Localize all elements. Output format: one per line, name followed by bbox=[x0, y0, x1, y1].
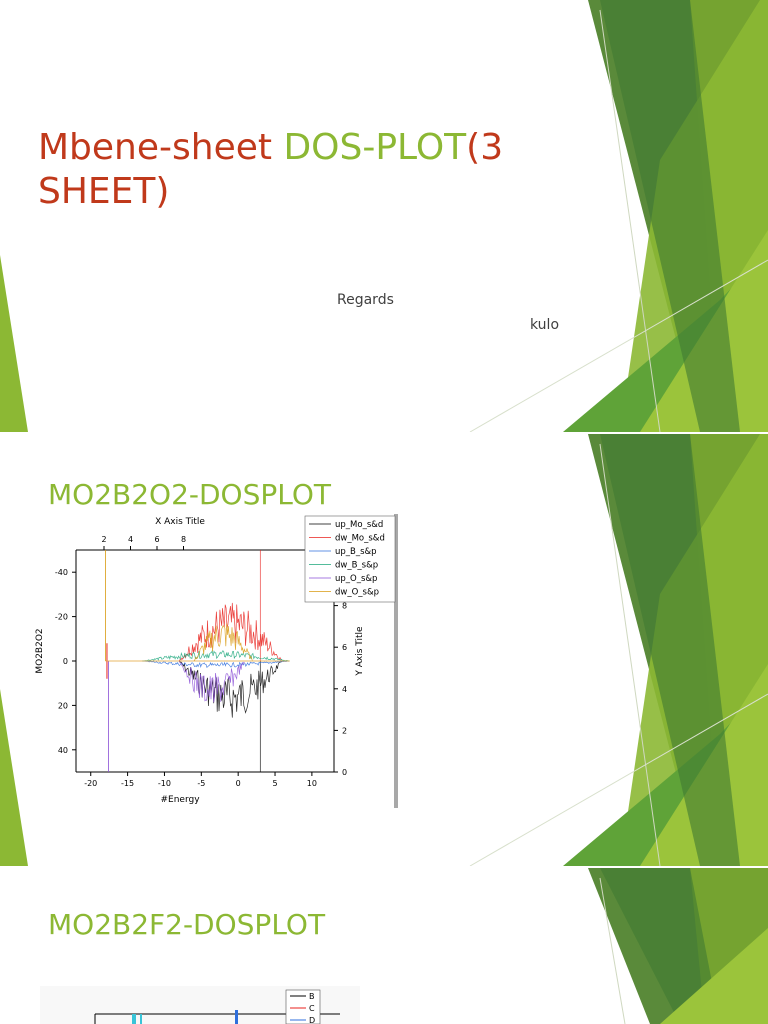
y-tick-label: 20 bbox=[58, 701, 68, 710]
series-line-dw_O_s&p bbox=[193, 623, 253, 662]
right-tick-label: 6 bbox=[342, 643, 347, 652]
x-tick-label: 0 bbox=[236, 779, 241, 788]
slide-heading: MO2B2O2-DOSPLOT bbox=[48, 478, 331, 511]
top-tick-label: 8 bbox=[181, 535, 186, 544]
series-line-up_B_s&p bbox=[142, 660, 290, 669]
x-axis-label: #Energy bbox=[160, 795, 200, 805]
slide-1[interactable]: Mbene-sheet DOS-PLOT(3 SHEET) Regards ku… bbox=[0, 0, 768, 432]
dos-chart-partial: B C D bbox=[40, 986, 360, 1024]
series-line-dw_Mo_s&d bbox=[178, 550, 283, 662]
x-tick-label: 5 bbox=[272, 779, 277, 788]
slide-heading: MO2B2F2-DOSPLOT bbox=[48, 908, 326, 941]
legend-box bbox=[304, 515, 396, 603]
y-tick-label: -40 bbox=[55, 568, 68, 577]
top-tick-label: 4 bbox=[128, 535, 133, 544]
right-tick-label: 0 bbox=[342, 768, 347, 777]
y2-axis-label: Y Axis Title bbox=[355, 626, 365, 677]
x-tick-label: -5 bbox=[197, 779, 205, 788]
x-tick-label: -15 bbox=[121, 779, 134, 788]
slide-title: Mbene-sheet DOS-PLOT(3 SHEET) bbox=[38, 127, 504, 212]
legend-label: B bbox=[309, 992, 315, 1001]
right-tick-label: 2 bbox=[342, 726, 347, 735]
series-line-up_O_s&p bbox=[178, 660, 245, 703]
slide-3[interactable]: MO2B2F2-DOSPLOT B C D bbox=[0, 868, 768, 1024]
top-tick-label: 6 bbox=[154, 535, 159, 544]
legend-label: dw_B_s&p bbox=[335, 561, 378, 571]
chart-top-title: X Axis Title bbox=[155, 517, 205, 527]
x-tick-label: -20 bbox=[84, 779, 97, 788]
legend-label: dw_Mo_s&d bbox=[335, 534, 385, 544]
y-tick-label: -20 bbox=[55, 613, 68, 622]
top-tick-label: 2 bbox=[101, 535, 106, 544]
series-line-dw_B_s&p bbox=[142, 649, 290, 662]
legend-label: C bbox=[309, 1004, 315, 1013]
slide-2[interactable]: MO2B2O2-DOSPLOT -20 -15 -10 -5 0 5 10 -40 -20 0 20… bbox=[0, 434, 768, 866]
legend-label: up_B_s&p bbox=[335, 547, 377, 557]
right-tick-label: 4 bbox=[342, 685, 347, 694]
legend-label: D bbox=[309, 1016, 315, 1024]
green-decoration bbox=[0, 434, 768, 866]
right-tick-label: 8 bbox=[342, 602, 347, 611]
green-decoration bbox=[0, 0, 768, 432]
y-tick-label: 40 bbox=[58, 746, 68, 755]
y-axis-label: MO2B2O2 bbox=[35, 628, 45, 673]
y-tick-label: 0 bbox=[63, 657, 68, 666]
author-text: kulo bbox=[530, 317, 560, 333]
green-decoration bbox=[588, 868, 768, 1024]
legend-label: up_Mo_s&d bbox=[335, 520, 383, 530]
regards-text: Regards bbox=[337, 292, 394, 308]
legend-label: dw_O_s&p bbox=[335, 588, 379, 598]
x-tick-label: -10 bbox=[158, 779, 171, 788]
legend-label: up_O_s&p bbox=[335, 574, 377, 584]
x-tick-label: 10 bbox=[307, 779, 317, 788]
